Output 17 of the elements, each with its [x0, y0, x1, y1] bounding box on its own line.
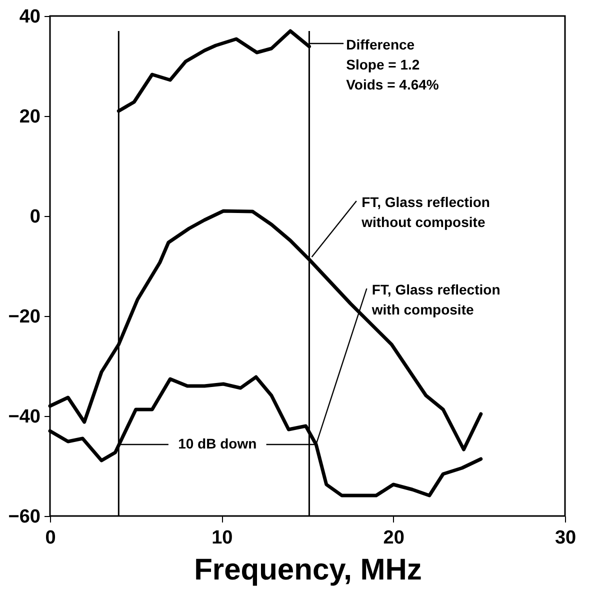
x-tick-label: 30 [554, 528, 576, 548]
y-tick-label: 0 [30, 206, 40, 228]
text: FT, Glass reflection with composite [370, 282, 500, 318]
x-axis-title: Frequency, MHz [194, 554, 422, 586]
annotation: 10 dB down [178, 436, 257, 452]
x-tick-label: 10 [212, 528, 233, 548]
x-tick-label: 20 [383, 528, 404, 548]
x-tick-label: 0 [45, 528, 56, 548]
y-tick-label: −60 [8, 506, 40, 528]
y-tick-label: 20 [19, 106, 40, 128]
text: FT, Glass reflection without composite [360, 194, 490, 230]
legend-label: Difference [346, 36, 415, 52]
y-tick-label: −40 [8, 406, 40, 428]
y-tick-label: 40 [19, 6, 40, 28]
annotation: Voids = 4.64% [346, 76, 440, 92]
y-tick-label: −20 [8, 306, 40, 328]
annotation: Slope = 1.2 [346, 56, 420, 72]
